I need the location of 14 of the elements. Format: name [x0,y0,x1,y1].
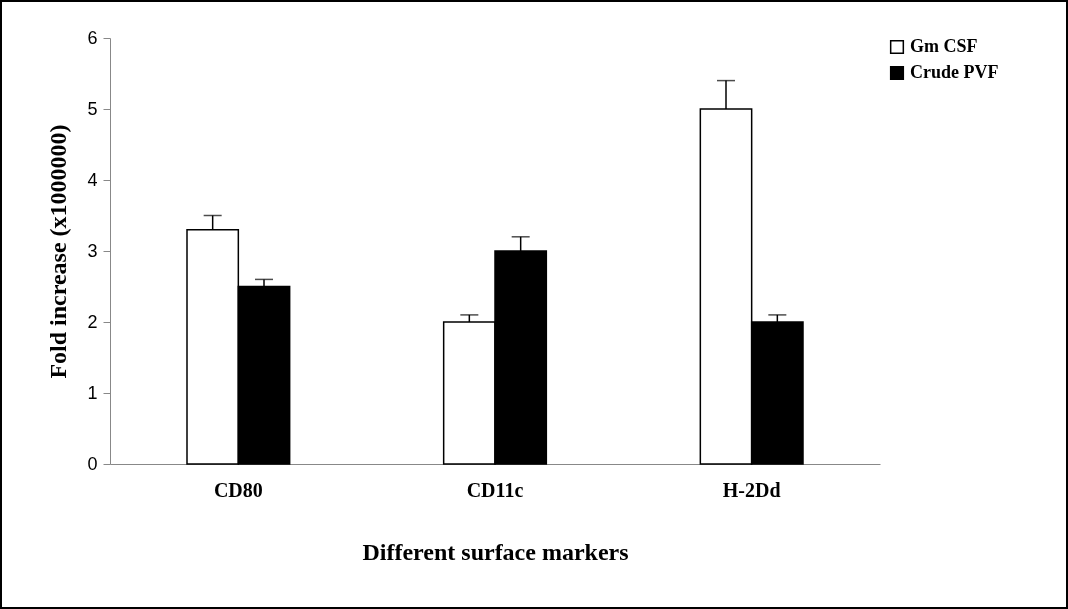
y-axis-title: Fold increase (x1000000) [45,124,72,379]
x-tick-label: CD80 [213,478,263,501]
legend-label: Crude PVF [910,62,999,82]
x-tick-label: CD11c [466,478,524,501]
x-tick-label: H-2Dd [722,478,781,501]
y-tick-label: 4 [87,169,98,190]
y-tick-label: 5 [87,98,98,119]
x-axis-title: Different surface markers [362,538,629,565]
y-tick-label: 2 [87,311,98,332]
y-tick-label: 0 [87,453,98,474]
y-tick-label: 1 [87,382,98,403]
y-tick-label: 6 [87,27,98,48]
legend-label: Gm CSF [910,36,978,56]
y-tick-label: 3 [87,240,98,261]
